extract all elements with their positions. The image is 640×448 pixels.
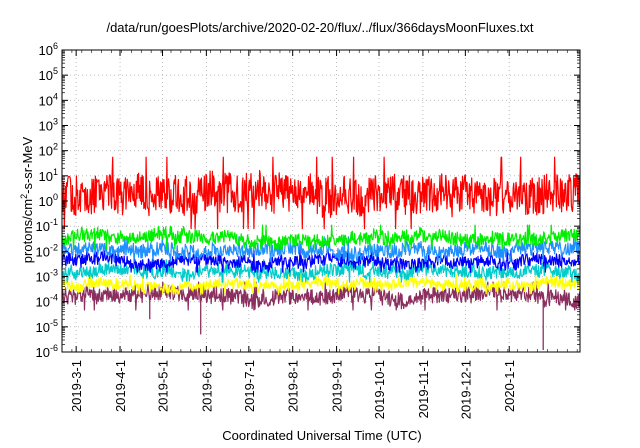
y-tick-label: 10-1 bbox=[36, 217, 58, 234]
y-tick-label: 103 bbox=[39, 117, 58, 134]
x-tick-label: 2019-3-1 bbox=[69, 360, 84, 412]
x-axis-label: Coordinated Universal Time (UTC) bbox=[222, 428, 422, 443]
plot-frame bbox=[61, 49, 581, 353]
x-tick-label: 2020-1-1 bbox=[502, 360, 517, 412]
y-axis-label: protons/cm2-s-sr-MeV bbox=[19, 136, 35, 263]
series-6-line bbox=[61, 156, 581, 230]
y-tick-label: 105 bbox=[39, 66, 58, 83]
y-tick-label: 10-5 bbox=[36, 318, 58, 335]
y-tick-label: 100 bbox=[39, 192, 58, 209]
series-0-line bbox=[61, 281, 581, 311]
series-5-line bbox=[61, 224, 581, 250]
x-tick-label: 2019-11-1 bbox=[416, 360, 431, 418]
axes bbox=[61, 49, 581, 353]
x-tick-label: 2019-7-1 bbox=[242, 360, 257, 412]
x-tick-label: 2019-12-1 bbox=[458, 360, 473, 419]
y-tick-label: 10-4 bbox=[36, 293, 58, 310]
y-tick-label: 101 bbox=[39, 167, 58, 184]
series-3-line bbox=[61, 249, 581, 273]
y-tick-labels: 10-6 10-5 10-4 10-3 10-2 10-1 100 101 102 103 104 1… bbox=[36, 41, 58, 360]
x-tick-labels: 2019-3-1 2019-4-1 2019-5-1 2019-6-1 2019-7-1… bbox=[69, 360, 517, 419]
y-tick-label: 10-6 bbox=[36, 343, 58, 360]
series-1-line bbox=[61, 273, 581, 295]
y-tick-label: 10-2 bbox=[36, 242, 58, 259]
chart-title: /data/run/goesPlots/archive/2020-02-20/f… bbox=[106, 20, 534, 35]
y-tick-label: 106 bbox=[39, 41, 58, 58]
series-4-line bbox=[61, 236, 581, 262]
x-tick-label: 2019-9-1 bbox=[330, 360, 345, 412]
x-tick-label: 2019-8-1 bbox=[286, 360, 301, 412]
x-tick-label: 2019-4-1 bbox=[113, 360, 128, 412]
x-tick-label: 2019-6-1 bbox=[199, 360, 214, 412]
y-tick-label: 10-3 bbox=[36, 268, 58, 285]
y-tick-label: 102 bbox=[39, 142, 58, 159]
x-tick-label: 2019-5-1 bbox=[155, 360, 170, 412]
series-group bbox=[61, 156, 581, 351]
x-tick-label: 2019-10-1 bbox=[372, 360, 387, 419]
y-tick-label: 104 bbox=[39, 91, 58, 108]
